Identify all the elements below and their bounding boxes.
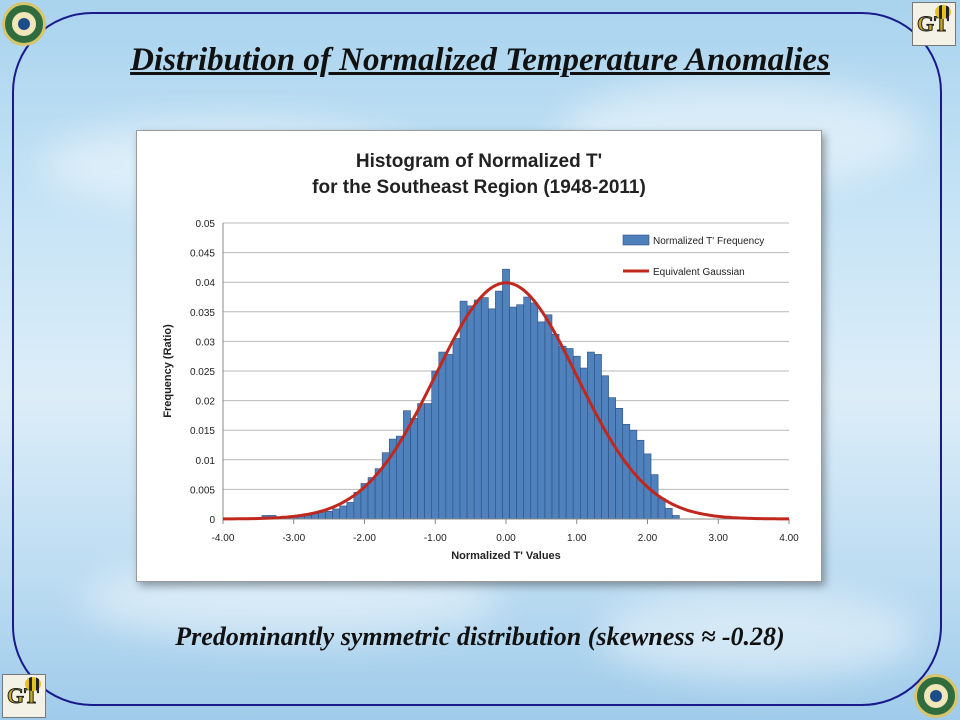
histogram-bar [318, 512, 326, 520]
chart-title-line: Histogram of Normalized T' [356, 151, 602, 172]
x-tick-label: 3.00 [709, 533, 729, 544]
histogram-bar [664, 508, 673, 520]
histogram-bar [608, 397, 616, 520]
histogram-bar [424, 403, 433, 520]
y-axis-label: Frequency (Ratio) [162, 324, 174, 418]
x-tick-label: -2.00 [353, 533, 376, 544]
doe-seal-icon [2, 2, 46, 46]
y-tick-label: 0.045 [190, 249, 215, 260]
histogram-bar [615, 407, 624, 520]
histogram-bar [473, 299, 482, 520]
histogram-bar [410, 418, 418, 520]
x-tick-label: 2.00 [638, 533, 658, 544]
histogram-bar [466, 305, 475, 520]
histogram-bar [594, 354, 602, 520]
histogram-bar [495, 290, 503, 520]
histogram-bar [332, 508, 341, 520]
histogram-bar [544, 314, 553, 520]
histogram-bar [459, 300, 468, 520]
histogram-bar [537, 321, 546, 520]
y-tick-label: 0.015 [190, 426, 215, 437]
histogram-bar [622, 423, 631, 520]
histogram-bar [558, 345, 567, 520]
y-tick-label: 0.035 [190, 308, 215, 319]
histogram-chart: Histogram of Normalized T' for the Southe… [162, 151, 799, 562]
histogram-bar [488, 308, 496, 520]
legend-label-line: Equivalent Gaussian [653, 267, 745, 278]
y-tick-label: 0.005 [190, 485, 215, 496]
histogram-bar [325, 511, 333, 520]
slide-caption: Predominantly symmetric distribution (sk… [175, 622, 785, 651]
chart-panel: Histogram of Normalized T' for the Southe… [136, 130, 822, 582]
histogram-bar [339, 505, 348, 520]
y-tick-label: 0.03 [196, 337, 216, 348]
y-tick-label: 0.025 [190, 367, 215, 378]
x-tick-label: -4.00 [212, 533, 235, 544]
histogram-bar [587, 351, 595, 520]
x-axis-label: Normalized T' Values [451, 550, 561, 562]
x-tick-label: -3.00 [282, 533, 305, 544]
histogram-bar [502, 268, 510, 520]
doe-seal-icon [914, 674, 958, 718]
gt-buzz-icon: GT [2, 674, 46, 718]
histogram-bar [530, 302, 539, 520]
histogram-bar [565, 348, 574, 520]
histogram-bar [551, 333, 560, 520]
histogram-bar [671, 515, 680, 520]
histogram-bar [657, 497, 666, 520]
histogram-bar [516, 304, 524, 520]
y-tick-label: 0.02 [196, 397, 216, 408]
x-tick-label: 1.00 [567, 533, 587, 544]
histogram-bar [431, 370, 440, 520]
gaussian-line [223, 281, 789, 521]
histogram-bar [438, 351, 447, 520]
histogram-bar [509, 306, 517, 520]
legend-label-bars: Normalized T' Frequency [653, 236, 764, 247]
x-tick-label: 4.00 [779, 533, 799, 544]
histogram-bar [445, 354, 454, 520]
legend-swatch-bars [622, 234, 650, 246]
y-tick-label: 0.01 [196, 456, 216, 467]
x-tick-label: 0.00 [496, 533, 516, 544]
slide-title: Distribution of Normalized Temperature A… [130, 42, 830, 78]
y-tick-label: 0.05 [196, 219, 216, 230]
gt-buzz-icon: GT [912, 2, 956, 46]
x-tick-label: -1.00 [424, 533, 447, 544]
chart-title-line: for the Southeast Region (1948-2011) [312, 177, 646, 198]
slide-frame [12, 12, 942, 706]
y-tick-label: 0.04 [196, 278, 216, 289]
histogram-bar [480, 297, 489, 520]
histogram-bar [523, 296, 532, 520]
histogram-bar [601, 375, 609, 520]
histogram-bar [417, 403, 425, 520]
histogram-bar [346, 502, 355, 520]
histogram-bar [452, 338, 461, 520]
histogram-bar [650, 474, 659, 520]
y-tick-label: 0 [209, 515, 215, 526]
